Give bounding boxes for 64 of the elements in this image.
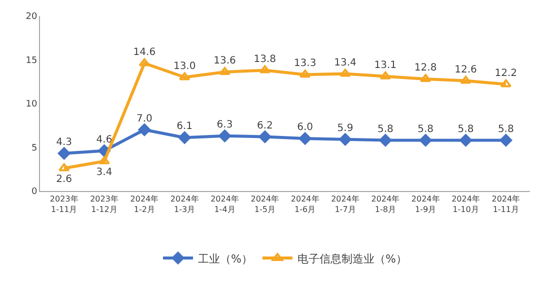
data-label: 12.8	[414, 62, 437, 74]
data-label: 6.2	[256, 120, 273, 132]
data-label: 6.3	[216, 119, 233, 130]
point	[178, 72, 190, 80]
data-label: 2.6	[56, 174, 72, 185]
x-tick-label: 2024年 1-11月	[492, 194, 520, 214]
data-label: 4.3	[56, 136, 72, 148]
data-label: 13.3	[294, 58, 316, 70]
point	[98, 156, 110, 164]
point	[58, 163, 70, 172]
y-tick-label: 0	[31, 187, 38, 198]
point	[58, 147, 70, 160]
point	[460, 134, 472, 146]
point	[500, 79, 512, 88]
x-tick-label: 2024年 1-4月	[210, 194, 239, 214]
x-tick-label: 2024年 1-2月	[130, 194, 159, 214]
x-tick-label: 2024年 1-9月	[411, 194, 440, 214]
x-tick-label: 2024年 1-5月	[250, 194, 280, 214]
point	[339, 133, 352, 146]
x-tick-label: 2024年 1-8月	[371, 194, 400, 214]
data-label: 13.4	[334, 57, 356, 68]
data-label: 5.8	[377, 124, 394, 135]
data-label: 6.0	[297, 122, 314, 133]
x-tick-label: 2023年 1-12月	[90, 194, 118, 214]
point	[500, 134, 512, 146]
point	[178, 131, 191, 144]
point	[380, 71, 392, 80]
point	[138, 58, 150, 66]
y-tick-label: 10	[26, 100, 38, 110]
x-tick-label: 2023年 1-11月	[50, 194, 78, 214]
point	[259, 65, 271, 74]
point	[299, 70, 311, 78]
data-label: 13.1	[374, 60, 397, 71]
legend-label: 工业（%）	[198, 252, 252, 266]
point	[258, 130, 272, 143]
data-label: 6.1	[176, 121, 193, 132]
y-tick-label: 20	[26, 12, 38, 22]
point	[218, 130, 231, 142]
data-label: 12.2	[494, 68, 518, 79]
data-label: 13.6	[214, 56, 236, 66]
data-label: 5.9	[337, 122, 354, 134]
y-tick-label: 5	[31, 143, 38, 154]
data-label: 5.8	[418, 124, 434, 135]
point	[419, 134, 432, 146]
point	[298, 132, 312, 145]
data-label: 12.6	[454, 64, 477, 76]
data-label: 5.8	[458, 124, 474, 135]
legend-label: 电子信息制造业（%）	[297, 252, 407, 266]
data-label: 14.6	[133, 46, 156, 58]
y-tick-label: 15	[26, 56, 38, 66]
point	[460, 76, 472, 84]
data-label: 3.4	[96, 166, 112, 178]
x-tick-label: 2024年 1-3月	[170, 194, 199, 214]
data-label: 13.0	[173, 60, 196, 72]
x-tick-label: 2024年 1-7月	[331, 194, 360, 214]
point	[138, 124, 151, 136]
data-label: 13.8	[254, 54, 276, 65]
data-label: 7.0	[136, 113, 152, 124]
x-tick-label: 2024年 1-6月	[290, 194, 320, 214]
x-tick-label: 2024年 1-10月	[452, 194, 480, 214]
point	[340, 68, 351, 77]
data-label: 5.8	[498, 124, 514, 135]
data-label: 4.6	[96, 134, 112, 146]
point	[379, 134, 392, 146]
